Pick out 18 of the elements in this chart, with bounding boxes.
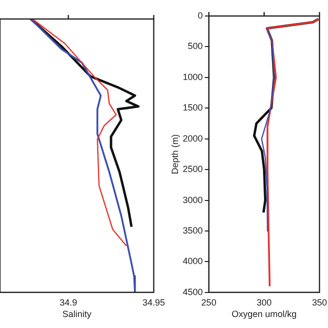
y-tick-label: 0	[198, 10, 203, 20]
x-tick-label: 250	[201, 297, 216, 308]
y-tick-label: 2000	[182, 133, 203, 144]
x-tick-label: 350	[312, 297, 328, 308]
x-tick-label: 34.95	[142, 297, 166, 308]
y-tick-label: 4000	[182, 256, 203, 266]
x-tick-label: 300	[256, 297, 272, 308]
x-tick-label: 34.9	[60, 297, 78, 308]
y-tick-label: 1000	[182, 72, 203, 82]
y-tick-label: 1500	[182, 102, 203, 113]
y-tick-label: 2500	[182, 164, 203, 174]
y-tick-label: 4500	[182, 286, 203, 297]
y-tick-label: 3500	[182, 225, 203, 236]
x-axis-title: Salinity	[62, 309, 92, 320]
y-axis-title: Depth (m)	[170, 134, 180, 174]
y-tick-label: 500	[188, 41, 203, 52]
x-axis-title: Oxygen umol/kg	[232, 309, 297, 320]
y-tick-label: 3000	[182, 194, 203, 205]
